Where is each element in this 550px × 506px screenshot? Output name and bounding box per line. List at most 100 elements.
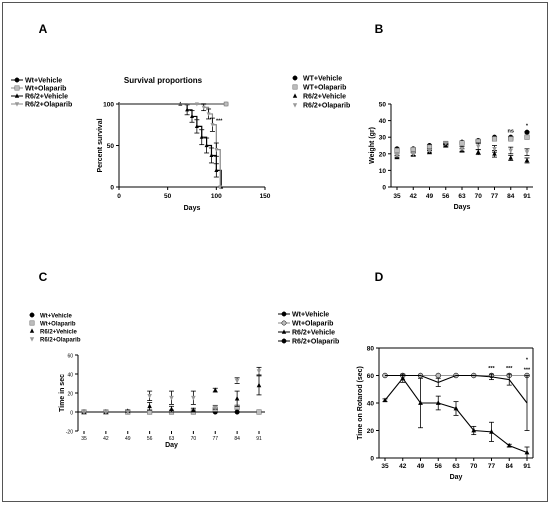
data-point bbox=[194, 124, 199, 129]
data-point bbox=[410, 151, 416, 157]
legend-marker bbox=[281, 338, 287, 344]
y-tick-label: 40 bbox=[367, 401, 375, 408]
x-tick-label: 49 bbox=[426, 193, 434, 200]
y-tick-label: 0 bbox=[70, 411, 73, 417]
y-axis-label: Time on Rotarod (sec) bbox=[357, 366, 364, 440]
panel-a: A Survival proportions 0 50 100 150 0 50 100 Days… bbox=[11, 22, 271, 212]
y-tick-label: 50 bbox=[107, 143, 115, 150]
x-tick-label: 91 bbox=[256, 436, 262, 442]
significance-label: * bbox=[526, 123, 529, 129]
y-tick-label: 20 bbox=[367, 428, 375, 435]
data-point bbox=[81, 410, 87, 415]
data-point bbox=[209, 153, 214, 158]
legend-marker bbox=[29, 337, 35, 342]
x-tick-label: 50 bbox=[164, 193, 172, 200]
x-tick-label: 63 bbox=[452, 463, 460, 470]
data-point bbox=[435, 400, 441, 405]
legend-label: R6/2+Olaparib bbox=[25, 102, 72, 109]
legend-item: Wt+Olaparib bbox=[278, 321, 333, 328]
x-tick-label: 49 bbox=[417, 463, 425, 470]
legend-marker bbox=[14, 77, 20, 83]
data-point bbox=[492, 151, 497, 156]
y-tick-label: 20 bbox=[67, 392, 73, 398]
data-point bbox=[169, 395, 174, 401]
data-point bbox=[427, 148, 432, 154]
x-tick-label: 63 bbox=[458, 193, 466, 200]
data-point bbox=[256, 369, 262, 374]
legend-marker bbox=[14, 93, 20, 98]
legend-label: Wt+Olaparib bbox=[25, 86, 66, 93]
significance-label: *** bbox=[524, 368, 531, 374]
data-point bbox=[191, 395, 196, 401]
data-point bbox=[147, 403, 152, 409]
legend-item: WT+Vehicle bbox=[292, 76, 342, 83]
legend-marker bbox=[29, 312, 35, 318]
legend-label: Wt+Olaparib bbox=[40, 322, 76, 328]
data-point bbox=[459, 140, 465, 146]
legend-label: Wt+Olaparib bbox=[292, 321, 333, 328]
series bbox=[394, 140, 530, 159]
y-tick-label: 100 bbox=[103, 102, 114, 109]
y-tick-label: 60 bbox=[67, 354, 73, 360]
x-tick-label: 35 bbox=[81, 436, 87, 442]
data-point bbox=[234, 378, 240, 384]
x-tick-label: 100 bbox=[211, 193, 222, 200]
legend-label: WT+Olaparib bbox=[303, 85, 346, 92]
x-tick-label: 42 bbox=[399, 463, 407, 470]
data-point bbox=[508, 155, 514, 160]
data-point bbox=[435, 372, 441, 379]
legend-marker bbox=[14, 85, 20, 91]
data-point bbox=[524, 134, 530, 140]
data-point bbox=[234, 409, 240, 415]
series bbox=[81, 366, 262, 415]
panel-label: B bbox=[375, 22, 384, 36]
legend-label: R6/2+Vehicle bbox=[40, 330, 78, 336]
data-point bbox=[524, 150, 530, 155]
legend-item: R6/2+Vehicle bbox=[292, 93, 346, 101]
series bbox=[119, 101, 224, 189]
x-tick-label: 77 bbox=[212, 436, 218, 442]
legend-item: Wt+Olaparib bbox=[11, 86, 66, 93]
data-point bbox=[489, 429, 494, 434]
x-tick-label: 42 bbox=[410, 193, 418, 200]
legend-label: R6/2+Vehicle bbox=[25, 94, 68, 101]
data-point bbox=[210, 123, 215, 128]
legend-label: R6/2+Vehicle bbox=[292, 330, 335, 337]
legend-marker bbox=[281, 311, 287, 317]
data-point bbox=[400, 375, 406, 381]
significance-label: *** bbox=[506, 366, 513, 372]
legend-item: Wt+Vehicle bbox=[11, 78, 62, 85]
legend-label: Wt+Vehicle bbox=[25, 78, 62, 85]
data-point bbox=[199, 134, 204, 139]
y-tick-label: 40 bbox=[379, 118, 387, 125]
x-tick-label: 0 bbox=[117, 193, 121, 200]
series bbox=[385, 373, 530, 431]
y-axis-label: Percent survival bbox=[97, 118, 104, 172]
y-axis-label: Weight (gr) bbox=[369, 127, 376, 164]
x-tick-label: 91 bbox=[523, 463, 531, 470]
x-tick-label: 77 bbox=[491, 193, 499, 200]
legend-marker bbox=[14, 102, 20, 107]
data-point bbox=[382, 397, 388, 403]
y-tick-label: 30 bbox=[379, 135, 387, 142]
legend-marker bbox=[281, 329, 287, 334]
panel-label: A bbox=[39, 22, 48, 36]
panel-label: C bbox=[39, 270, 48, 284]
data-point bbox=[394, 153, 400, 159]
x-tick-label: 42 bbox=[103, 436, 109, 442]
x-axis-label: Day bbox=[165, 442, 178, 449]
legend-item: R6/2+Olaparib bbox=[11, 102, 72, 109]
x-tick-label: 70 bbox=[475, 193, 483, 200]
x-tick-label: 35 bbox=[381, 463, 389, 470]
data-point bbox=[508, 136, 514, 142]
significance-label: *** bbox=[488, 366, 495, 372]
survival-line bbox=[119, 103, 221, 187]
x-tick-label: 84 bbox=[507, 193, 515, 200]
data-point bbox=[394, 147, 400, 154]
legend-item: R6/2+Vehicle bbox=[278, 329, 335, 337]
legend-marker bbox=[29, 328, 35, 333]
legend-item: Wt+Olaparib bbox=[29, 320, 76, 328]
series-line bbox=[385, 374, 528, 404]
